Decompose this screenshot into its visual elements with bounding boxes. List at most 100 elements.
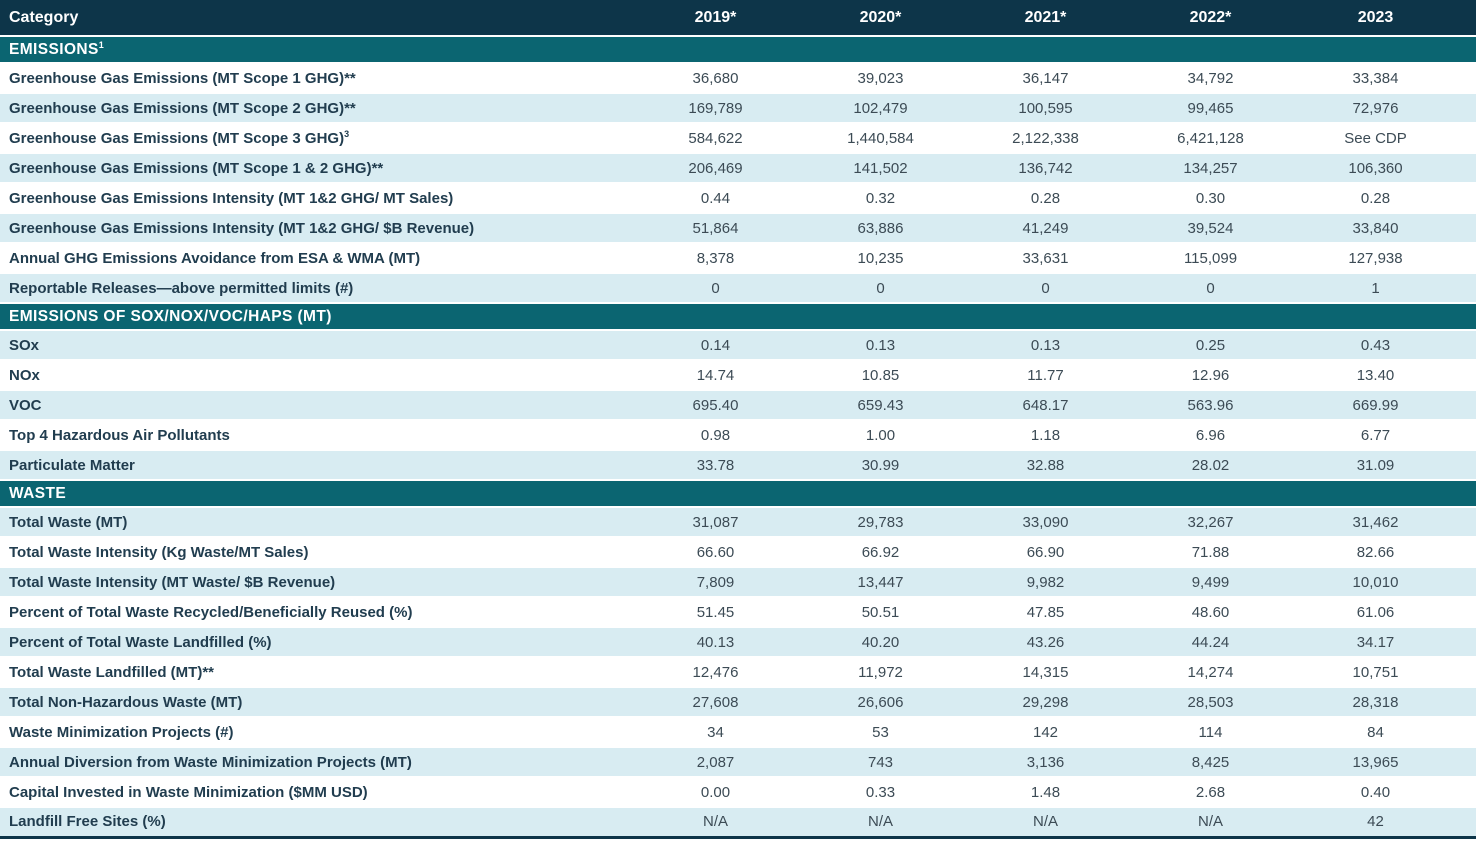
cell-value: 51.45 [696,603,735,621]
cell-value: N/A [867,813,893,831]
cell-value: 10.85 [861,366,900,384]
row-label: Total Waste Intensity (MT Waste/ $B Reve… [9,573,336,591]
row-spacer [1458,360,1476,390]
cell-value: 0 [711,279,720,297]
cell-value: 6,421,128 [1177,129,1244,147]
cell-value: 48.60 [1191,603,1230,621]
cell-value: 1.48 [1030,783,1061,801]
cell-value: 33,631 [1022,249,1069,267]
cell-value: 10,235 [857,249,904,267]
year-column-header: 2020* [798,0,963,36]
cell-value: 0.44 [700,189,731,207]
cell-value: 72,976 [1352,99,1399,117]
row-spacer [1458,507,1476,537]
cell-value: 2,122,338 [1012,129,1079,147]
cell-value: 63,886 [857,219,904,237]
table-header-row: Category 2019* 2020* 2021* 2022* 2023 [0,0,1476,36]
table-row: Percent of Total Waste Landfilled (%) 40.… [0,627,1476,657]
table-row: Landfill Free Sites (%) N/A N/A N/A N/A 42 [0,807,1476,837]
cell-value: 1,440,584 [847,129,914,147]
table-row: Greenhouse Gas Emissions (MT Scope 1 & 2… [0,153,1476,183]
row-spacer [1458,123,1476,153]
cell-value: 648.17 [1022,396,1069,414]
cell-value: 84 [1367,723,1384,741]
year-column-header: 2022* [1128,0,1293,36]
table-row: Total Waste (MT) 31,087 29,783 33,090 32,267… [0,507,1476,537]
cell-value: 42 [1367,813,1384,831]
row-spacer [1458,153,1476,183]
cell-value: 32.88 [1026,456,1065,474]
cell-value: 32,267 [1187,513,1234,531]
row-spacer [1458,657,1476,687]
year-column-header: 2023 [1293,0,1458,36]
row-label: Greenhouse Gas Emissions (MT Scope 1 & 2… [9,159,384,177]
cell-value: 10,010 [1352,573,1399,591]
row-label: Greenhouse Gas Emissions Intensity (MT 1… [9,219,475,237]
cell-value: 51,864 [692,219,739,237]
cell-value: 27,608 [692,693,739,711]
row-label: Waste Minimization Projects (#) [9,723,234,741]
cell-value: 44.24 [1191,633,1230,651]
cell-value: 40.20 [861,633,900,651]
row-spacer [1458,627,1476,657]
cell-value: 7,809 [696,573,735,591]
cell-value: 30.99 [861,456,900,474]
cell-value: See CDP [1344,129,1407,147]
cell-value: 0 [1041,279,1050,297]
row-spacer [1458,807,1476,837]
table-row: VOC 695.40 659.43 648.17 563.96 669.99 [0,390,1476,420]
cell-value: 134,257 [1183,159,1238,177]
cell-value: 0 [1206,279,1215,297]
cell-value: 99,465 [1187,99,1234,117]
row-label: Top 4 Hazardous Air Pollutants [9,426,230,444]
cell-value: 100,595 [1018,99,1073,117]
cell-value: 36,147 [1022,69,1069,87]
cell-value: 11,972 [858,663,903,681]
cell-value: 1 [1371,279,1380,297]
cell-value: 114 [1198,723,1223,741]
table-row: Greenhouse Gas Emissions Intensity (MT 1… [0,213,1476,243]
row-spacer [1458,390,1476,420]
section-title: EMISSIONS1 [0,36,1476,63]
table-row: Top 4 Hazardous Air Pollutants 0.98 1.00 1.… [0,420,1476,450]
row-label: Annual GHG Emissions Avoidance from ESA … [9,249,421,267]
cell-value: 12,476 [692,663,739,681]
cell-value: 0.43 [1360,336,1391,354]
cell-value: 14,315 [1022,663,1069,681]
cell-value: 0.13 [1030,336,1061,354]
cell-value: 33,840 [1352,219,1399,237]
cell-value: 29,783 [857,513,904,531]
cell-value: 28.02 [1191,456,1230,474]
cell-value: 66.90 [1026,543,1065,561]
row-spacer [1458,597,1476,627]
table-row: Greenhouse Gas Emissions (MT Scope 3 GHG… [0,123,1476,153]
cell-value: 0.28 [1360,189,1391,207]
cell-value: N/A [1032,813,1058,831]
table-row: Greenhouse Gas Emissions (MT Scope 2 GHG… [0,93,1476,123]
row-label: Total Non-Hazardous Waste (MT) [9,693,243,711]
category-column-header: Category [0,0,633,36]
cell-value: 33,090 [1022,513,1069,531]
cell-value: 34,792 [1187,69,1234,87]
cell-value: 0.25 [1195,336,1226,354]
row-label: Greenhouse Gas Emissions (MT Scope 3 GHG… [9,128,350,147]
table-row: Total Waste Intensity (MT Waste/ $B Reve… [0,567,1476,597]
cell-value: 1.00 [865,426,896,444]
cell-value: 14.74 [696,366,735,384]
row-spacer [1458,687,1476,717]
table-row: Reportable Releases—above permitted limi… [0,273,1476,303]
header-spacer [1458,0,1476,36]
cell-value: 8,378 [696,249,735,267]
cell-value: 10,751 [1352,663,1399,681]
cell-value: 169,789 [688,99,743,117]
cell-value: 141,502 [853,159,908,177]
cell-value: 31,462 [1352,513,1399,531]
cell-value: 31,087 [692,513,739,531]
cell-value: 13,447 [857,573,904,591]
cell-value: 13,965 [1352,753,1399,771]
row-spacer [1458,213,1476,243]
row-label: Total Waste Intensity (Kg Waste/MT Sales… [9,543,309,561]
row-label: Annual Diversion from Waste Minimization… [9,753,412,771]
cell-value: 0.14 [700,336,731,354]
cell-value: 31.09 [1356,456,1395,474]
